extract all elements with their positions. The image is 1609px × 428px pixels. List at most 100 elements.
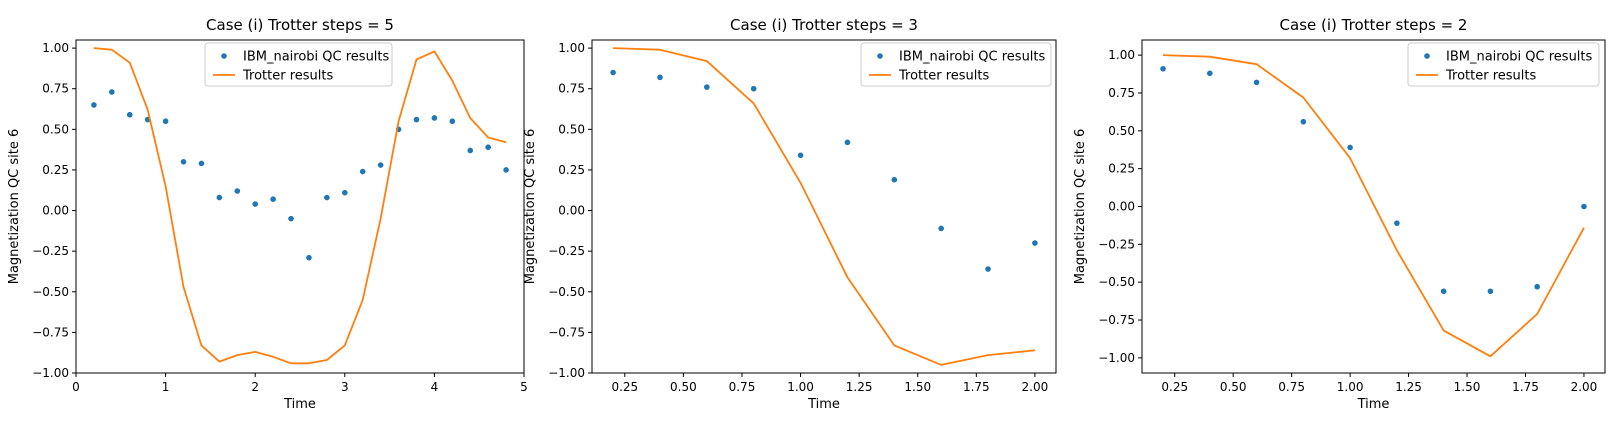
y-tick-label: 0.00	[1108, 200, 1135, 214]
x-axis-label: Time	[807, 397, 840, 412]
data-point-qc	[162, 118, 169, 125]
series-line-trotter	[613, 47, 1035, 366]
data-point-qc	[449, 118, 456, 125]
data-point-qc	[377, 162, 384, 168]
data-point-qc	[1032, 240, 1038, 246]
legend-label: IBM_nairobi QC results	[899, 50, 1046, 65]
y-tick-label: 1.00	[42, 41, 69, 55]
chart-panel-3: Case (i) Trotter steps = 2 Time Magnetizat…	[1073, 16, 1606, 412]
series-line-trotter	[1162, 54, 1585, 358]
y-tick-label: −1.00	[1098, 351, 1135, 365]
x-tick-label: 0.50	[1220, 380, 1247, 394]
legend-label: Trotter results	[898, 69, 989, 84]
y-tick-label: 0.00	[42, 204, 69, 218]
data-point-qc	[467, 147, 474, 154]
legend: IBM_nairobi QC results Trotter results	[860, 42, 1052, 87]
data-point-qc	[126, 111, 133, 118]
y-tick-label: 1.00	[558, 41, 585, 55]
y-tick-label: −0.50	[548, 285, 585, 299]
axes-frame	[591, 39, 1057, 374]
data-point-qc	[306, 254, 312, 261]
x-tick-label: 0.25	[611, 380, 638, 394]
y-tick-label: 0.25	[558, 163, 585, 177]
x-tick-label: 1.50	[904, 380, 931, 394]
data-point-qc	[750, 85, 757, 92]
data-point-qc	[109, 89, 115, 95]
legend-box	[860, 42, 1052, 87]
data-point-qc	[359, 168, 366, 175]
data-point-qc	[985, 266, 991, 272]
data-point-qc	[1487, 288, 1494, 295]
legend: IBM_nairobi QC results Trotter results	[204, 42, 393, 87]
x-tick-label: 2	[251, 380, 259, 394]
y-tick-label: −1.00	[32, 366, 69, 380]
data-point-qc	[216, 194, 223, 201]
data-point-qc	[1534, 283, 1540, 290]
x-tick-label: 1	[162, 380, 170, 394]
data-point-qc	[891, 176, 898, 183]
series-line-trotter	[93, 47, 507, 365]
x-tick-label: 1.00	[1337, 380, 1364, 394]
data-point-qc	[180, 159, 187, 165]
y-tick-label: −0.50	[1098, 275, 1135, 289]
data-point-qc	[234, 188, 241, 194]
y-tick-label: −0.50	[32, 285, 69, 299]
x-tick-label: 1.25	[846, 380, 873, 394]
data-point-qc	[503, 167, 509, 173]
x-tick-label: 4	[431, 380, 439, 394]
data-point-qc	[657, 74, 663, 81]
legend-label: IBM_nairobi QC results	[1446, 50, 1593, 65]
data-point-qc	[342, 189, 348, 196]
x-tick-label: 1.25	[1395, 380, 1422, 394]
data-point-qc	[431, 115, 438, 121]
data-point-qc	[1207, 70, 1213, 77]
legend-box	[1407, 42, 1600, 87]
data-point-qc	[91, 102, 97, 108]
data-point-qc	[413, 116, 420, 123]
legend-label: Trotter results	[242, 69, 333, 84]
x-tick-label: 1.00	[787, 380, 814, 394]
y-tick-label: −0.75	[548, 325, 585, 339]
y-tick-label: −0.25	[548, 244, 585, 258]
data-point-qc	[270, 196, 276, 202]
data-point-qc	[1300, 118, 1307, 125]
y-tick-label: 0.00	[558, 204, 585, 218]
y-axis-label: Magnetization QC site 6	[523, 129, 538, 285]
chart-panel-1: Case (i) Trotter steps = 5 Time Magnetizat…	[7, 16, 528, 412]
y-tick-label: −0.75	[1098, 313, 1135, 327]
y-tick-label: 0.50	[1108, 124, 1135, 138]
x-tick-label: 0.75	[1278, 380, 1305, 394]
y-tick-label: −0.25	[1098, 237, 1135, 251]
data-point-qc	[324, 194, 330, 201]
legend-marker-swatch	[221, 53, 227, 59]
data-point-qc	[198, 160, 205, 167]
data-point-qc	[610, 69, 616, 76]
x-tick-label: 2.00	[1571, 380, 1598, 394]
data-point-qc	[1253, 79, 1260, 86]
data-point-qc	[485, 144, 491, 151]
x-tick-label: 2.00	[1022, 380, 1049, 394]
legend: IBM_nairobi QC results Trotter results	[1407, 42, 1600, 87]
chart-title: Case (i) Trotter steps = 5	[206, 16, 394, 34]
x-tick-label: 1.75	[1512, 380, 1539, 394]
data-point-qc	[938, 225, 944, 232]
y-tick-label: 0.75	[1108, 86, 1135, 100]
y-tick-label: 0.75	[558, 82, 585, 96]
x-tick-label: 3	[341, 380, 349, 394]
y-axis-label: Magnetization QC site 6	[7, 129, 22, 285]
y-axis-label: Magnetization QC site 6	[1073, 129, 1088, 285]
data-point-qc	[1394, 220, 1400, 226]
y-tick-label: 0.25	[1108, 162, 1135, 176]
data-point-qc	[252, 201, 258, 207]
x-tick-label: 0.25	[1161, 380, 1188, 394]
y-tick-label: −1.00	[548, 366, 585, 380]
data-point-qc	[1440, 288, 1447, 295]
x-tick-label: 0.50	[670, 380, 697, 394]
y-tick-label: 0.50	[558, 122, 585, 136]
legend-marker-swatch	[877, 53, 883, 59]
legend-label: Trotter results	[1445, 69, 1536, 84]
data-point-qc	[288, 215, 294, 222]
legend-marker-swatch	[1424, 53, 1430, 59]
data-point-qc	[1347, 144, 1353, 151]
